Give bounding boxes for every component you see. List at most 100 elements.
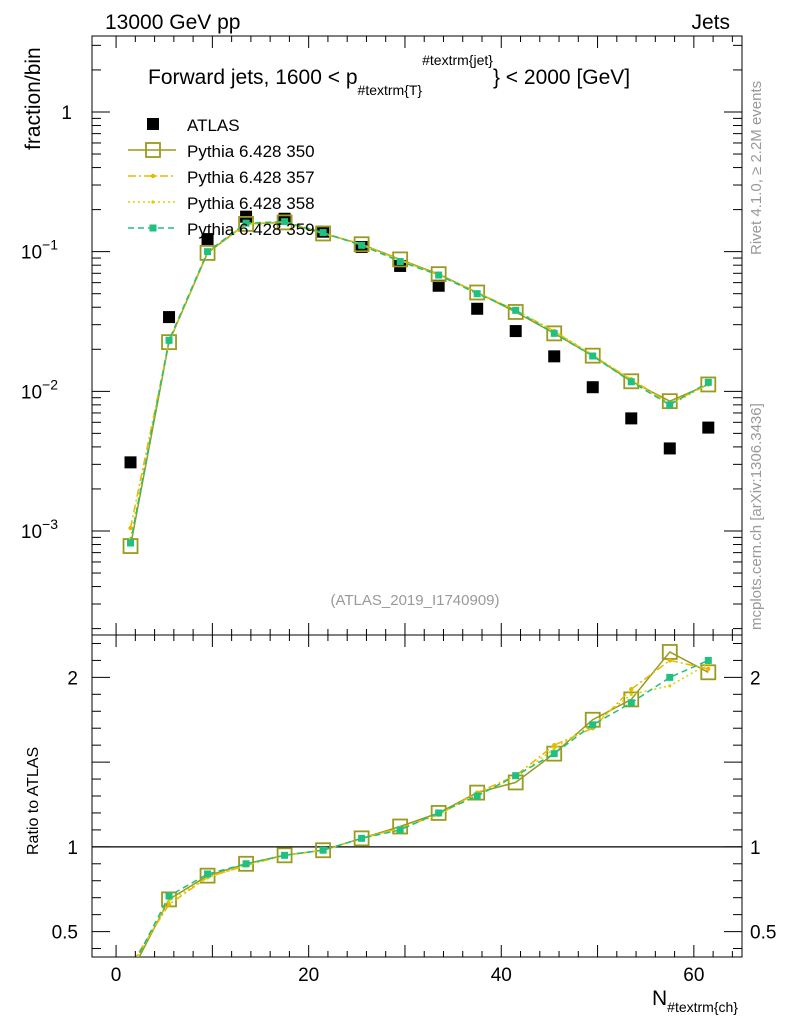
- atlas-data-point: [163, 311, 176, 324]
- ratio-series-line: [136, 663, 709, 957]
- legend-label: ATLAS: [187, 116, 240, 135]
- ratio-series-point: [430, 805, 447, 821]
- mc-series-point: [623, 373, 640, 390]
- y-tick-label-exponent: −1: [42, 237, 58, 253]
- y-tick-label-base: 10: [21, 522, 42, 543]
- ratio-series-point: [629, 692, 633, 696]
- ratio-series-line: [136, 659, 709, 957]
- atlas-data-point: [548, 350, 561, 363]
- ratio-series-point: [396, 826, 404, 834]
- mc-series-point: [358, 241, 366, 249]
- mc-series-line: [129, 220, 709, 544]
- y-tick-label-exponent: −3: [42, 516, 58, 532]
- y-axis-label: fraction/bin: [22, 47, 45, 150]
- main-series-group: [122, 210, 717, 554]
- ratio-series-point: [668, 684, 672, 688]
- y-tick-label-base: 10: [21, 243, 42, 264]
- mc-series-point: [199, 244, 216, 261]
- ratio-series-point: [242, 860, 250, 868]
- beam-label: 13000 GeV pp: [105, 11, 240, 34]
- ratio-series-point: [315, 842, 332, 859]
- x-tick-label: 0: [111, 965, 122, 986]
- mc-series-line: [129, 221, 709, 539]
- ratio-series-point: [623, 691, 640, 708]
- mc-series-point: [469, 284, 486, 301]
- plot-title-main: Forward jets, 1600 < p: [148, 66, 358, 89]
- y-tick-label: 10−1: [21, 237, 58, 264]
- ratio-series-point: [129, 967, 132, 970]
- ratio-series-point: [435, 809, 443, 817]
- mc-series-point: [353, 236, 370, 253]
- ratio-series-point: [667, 658, 672, 663]
- y-tick-label: 1: [61, 103, 72, 124]
- ratio-series-point: [124, 967, 138, 981]
- analysis-id-label: (ATLAS_2019_I1740909): [330, 592, 499, 609]
- y-tick-label-exponent: −2: [42, 376, 58, 392]
- ratio-tick-label: 0.5: [52, 923, 78, 944]
- mc-series-point: [128, 525, 133, 531]
- atlas-data-point: [702, 421, 715, 434]
- y-tick-label-base: 1: [61, 103, 72, 124]
- ratio-series-point: [281, 851, 289, 859]
- atlas-data-point: [509, 325, 522, 338]
- ratio-series-line: [138, 650, 709, 957]
- y-tick-label-base: 10: [21, 382, 42, 403]
- ratio-series-point: [127, 967, 134, 974]
- ratio-tick-label: 1: [67, 838, 78, 859]
- plot-title-subscript: #textrm{T}: [358, 82, 423, 98]
- x-axis-label: N#textrm{ch}: [652, 987, 738, 1015]
- y-tick-label: 10−3: [21, 516, 58, 543]
- mc-series-point: [666, 401, 674, 409]
- ratio-tick-label-right: 0.5: [750, 923, 776, 944]
- ratio-series-point: [706, 666, 711, 672]
- mc-series-point: [627, 378, 635, 386]
- mc-series-point: [435, 271, 443, 279]
- ratio-series-point: [589, 721, 597, 729]
- legend-marker-atlas: [147, 118, 159, 130]
- mc-series-point: [165, 336, 173, 344]
- legend-label: Pythia 6.428 358: [187, 194, 315, 213]
- ratio-tick-label-right: 2: [750, 668, 761, 689]
- mc-series-point: [550, 329, 558, 337]
- legend-marker: [145, 142, 161, 158]
- legend-marker: [151, 200, 155, 204]
- atlas-data-point: [124, 456, 137, 469]
- ratio-series-point: [629, 687, 634, 692]
- ratio-series-point: [204, 870, 212, 878]
- mc-series-point: [204, 248, 212, 256]
- mc-series-point: [473, 290, 481, 298]
- plot-title: Forward jets, 1600 < p#textrm{T} #textrm{…: [148, 52, 630, 98]
- atlas-data-point: [471, 302, 484, 315]
- ratio-series-point: [704, 656, 712, 664]
- ratio-tick-label-right: 1: [750, 838, 761, 859]
- ratio-series-point: [512, 772, 520, 780]
- ratio-series-line: [134, 659, 709, 957]
- legend-marker: [150, 173, 156, 179]
- ratio-tick-label: 2: [67, 668, 78, 689]
- ratio-series-point: [353, 830, 370, 847]
- legend-label: Pythia 6.428 359: [187, 220, 315, 239]
- mc-series-point: [507, 304, 524, 320]
- ratio-series-point: [167, 899, 171, 903]
- ratio-series-point: [552, 746, 556, 751]
- ratio-series-group: [124, 644, 717, 981]
- mc-series-point: [700, 376, 717, 393]
- mc-series-point: [315, 225, 332, 242]
- ratio-series-point: [550, 750, 558, 758]
- ratio-series-point: [666, 673, 674, 681]
- ratio-series-point: [128, 963, 132, 967]
- mc-series-point: [546, 325, 563, 342]
- y-tick-label: 10−2: [21, 376, 58, 403]
- x-axis-label-subscript: #textrm{ch}: [667, 999, 738, 1015]
- mc-series-point: [704, 378, 712, 386]
- ratio-series-point: [469, 784, 486, 801]
- mc-series-point: [161, 334, 177, 351]
- ratio-y-axis-label: Ratio to ATLAS: [25, 747, 42, 855]
- ratio-series-point: [358, 834, 366, 842]
- legend-label: Pythia 6.428 357: [187, 168, 315, 187]
- ratio-series-point: [276, 847, 293, 864]
- plot-title-tail: } < 2000 [GeV]: [493, 66, 630, 89]
- mc-series-point: [584, 347, 601, 364]
